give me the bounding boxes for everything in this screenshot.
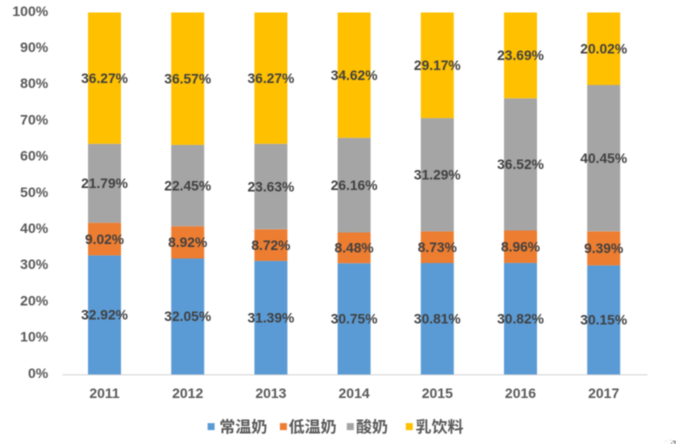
svg-text:90%: 90%: [20, 39, 49, 55]
svg-text:21.79%: 21.79%: [81, 176, 128, 191]
svg-text:30.75%: 30.75%: [331, 312, 378, 327]
svg-text:23.69%: 23.69%: [497, 48, 544, 63]
svg-text:30.15%: 30.15%: [580, 313, 627, 328]
svg-text:80%: 80%: [20, 75, 49, 91]
svg-text:36.27%: 36.27%: [81, 71, 128, 86]
svg-text:32.92%: 32.92%: [81, 308, 128, 323]
svg-text:36.27%: 36.27%: [248, 71, 295, 86]
svg-text:34.62%: 34.62%: [331, 68, 378, 83]
svg-text:2014: 2014: [339, 385, 370, 401]
svg-text:70%: 70%: [20, 111, 49, 127]
svg-text:50%: 50%: [20, 184, 49, 200]
svg-text:2017: 2017: [588, 385, 619, 401]
svg-text:60%: 60%: [20, 148, 49, 164]
svg-text:2011: 2011: [89, 385, 120, 401]
svg-text:20%: 20%: [20, 292, 49, 308]
svg-text:2012: 2012: [172, 385, 203, 401]
svg-text:32.05%: 32.05%: [164, 309, 211, 324]
svg-text:2016: 2016: [505, 385, 536, 401]
svg-text:26.16%: 26.16%: [331, 178, 378, 193]
svg-text:22.45%: 22.45%: [164, 178, 211, 193]
svg-text:31.29%: 31.29%: [414, 168, 461, 183]
svg-text:36.52%: 36.52%: [497, 157, 544, 172]
svg-text:9.02%: 9.02%: [85, 232, 124, 247]
svg-text:36.57%: 36.57%: [164, 72, 211, 87]
svg-text:30%: 30%: [20, 256, 49, 272]
svg-text:8.96%: 8.96%: [501, 240, 540, 255]
svg-text:8.48%: 8.48%: [335, 241, 374, 256]
svg-text:2013: 2013: [255, 385, 286, 401]
svg-text:2015: 2015: [422, 385, 453, 401]
svg-text:29.17%: 29.17%: [414, 58, 461, 73]
svg-text:40%: 40%: [20, 220, 49, 236]
svg-text:40.45%: 40.45%: [580, 151, 627, 166]
svg-text:23.63%: 23.63%: [248, 179, 295, 194]
svg-text:8.73%: 8.73%: [418, 240, 457, 255]
svg-text:10%: 10%: [20, 329, 49, 345]
svg-text:0%: 0%: [28, 365, 49, 381]
svg-text:30.82%: 30.82%: [497, 312, 544, 327]
svg-text:9.39%: 9.39%: [584, 241, 623, 256]
svg-text:30.81%: 30.81%: [414, 312, 461, 327]
svg-text:31.39%: 31.39%: [248, 310, 295, 325]
svg-text:100%: 100%: [12, 3, 48, 19]
svg-text:20.02%: 20.02%: [580, 41, 627, 56]
svg-text:8.92%: 8.92%: [168, 235, 207, 250]
svg-text:8.72%: 8.72%: [251, 238, 290, 253]
